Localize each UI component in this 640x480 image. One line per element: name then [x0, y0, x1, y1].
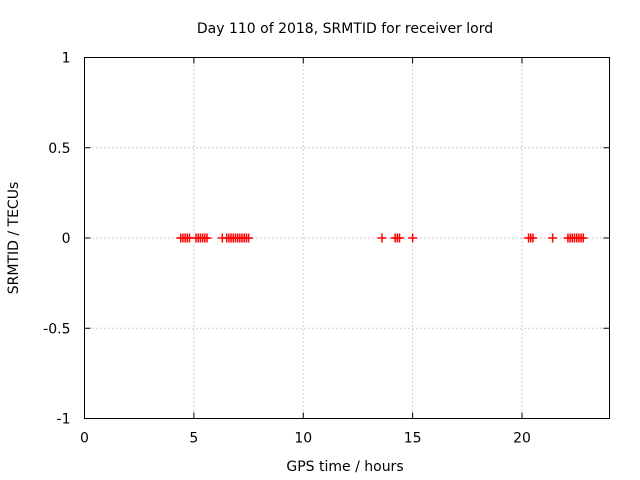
y-tick-label: 1: [62, 51, 71, 67]
data-point: [548, 233, 558, 243]
y-tick-label: -1: [57, 412, 71, 428]
data-point: [578, 233, 588, 243]
x-tick-label: 20: [513, 431, 531, 447]
chart-title: Day 110 of 2018, SRMTID for receiver lor…: [197, 21, 493, 37]
x-tick-label: 0: [80, 431, 89, 447]
x-tick-label: 10: [294, 431, 312, 447]
x-tick-label: 15: [404, 431, 422, 447]
data-point: [377, 233, 387, 243]
data-point: [528, 233, 538, 243]
data-point: [244, 233, 254, 243]
y-tick-label: -0.5: [43, 321, 70, 337]
data-point: [202, 233, 212, 243]
axis-ticks: [84, 57, 610, 419]
data-point: [408, 233, 418, 243]
y-tick-label: 0: [62, 231, 71, 247]
y-tick-label: 0.5: [48, 141, 70, 157]
tick-labels: 0 5 10 15 20 -1 -0.5 0 0.5 1: [43, 51, 531, 447]
x-tick-label: 5: [189, 431, 198, 447]
data-point: [395, 233, 404, 243]
y-axis-label: SRMTID / TECUs: [6, 182, 22, 295]
data-points: [176, 233, 588, 243]
x-axis-label: GPS time / hours: [286, 459, 403, 475]
